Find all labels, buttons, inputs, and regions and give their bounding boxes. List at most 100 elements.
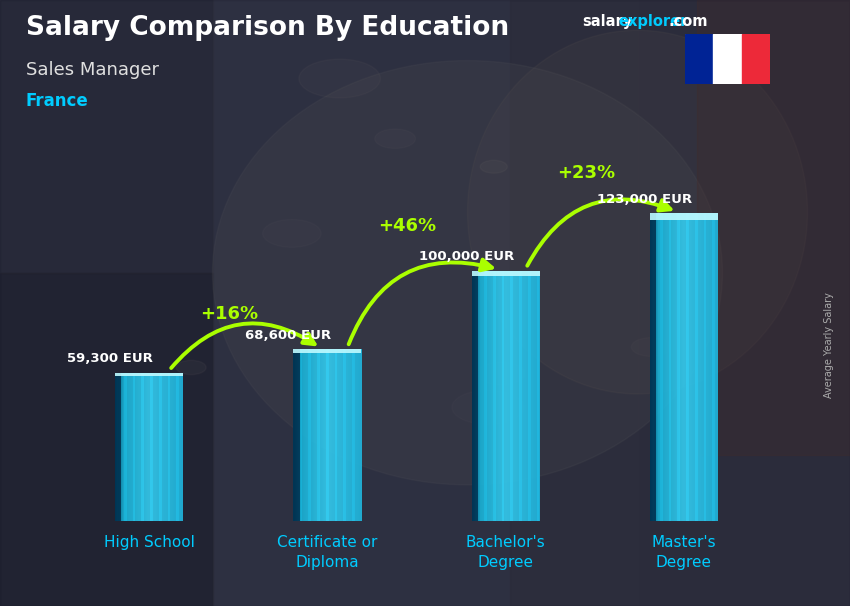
Bar	[174, 373, 175, 521]
Text: +16%: +16%	[201, 305, 258, 323]
Bar	[712, 213, 714, 521]
Bar	[145, 373, 147, 521]
Bar	[325, 349, 326, 521]
Bar	[350, 349, 351, 521]
Bar	[123, 373, 125, 521]
Bar	[538, 271, 540, 521]
Bar	[524, 271, 525, 521]
Bar	[508, 271, 509, 521]
Bar	[685, 213, 687, 521]
Bar	[709, 213, 711, 521]
Bar	[141, 373, 143, 521]
Bar	[702, 213, 704, 521]
Bar	[354, 349, 356, 521]
Bar	[302, 349, 303, 521]
Bar	[496, 271, 497, 521]
Bar	[716, 213, 717, 521]
Bar	[500, 271, 501, 521]
FancyArrowPatch shape	[348, 259, 492, 344]
Bar	[675, 213, 677, 521]
Bar	[324, 349, 326, 521]
Bar	[688, 213, 689, 521]
Bar	[127, 373, 128, 521]
Bar	[651, 213, 653, 521]
Bar	[706, 213, 707, 521]
Text: +46%: +46%	[378, 216, 437, 235]
Text: 100,000 EUR: 100,000 EUR	[419, 250, 514, 263]
Bar	[182, 373, 184, 521]
Bar	[175, 373, 177, 521]
Bar	[512, 271, 513, 521]
Text: France: France	[26, 92, 88, 110]
Bar	[117, 373, 119, 521]
Bar	[295, 349, 296, 521]
Bar	[351, 349, 353, 521]
Bar	[495, 271, 496, 521]
Bar	[650, 213, 717, 220]
Bar	[176, 373, 178, 521]
Bar	[340, 349, 341, 521]
Text: 68,600 EUR: 68,600 EUR	[245, 329, 332, 342]
Bar	[668, 213, 670, 521]
Bar	[181, 373, 182, 521]
Bar	[335, 349, 337, 521]
Bar	[701, 213, 702, 521]
Bar	[669, 213, 671, 521]
Bar	[118, 373, 120, 521]
Bar	[358, 349, 360, 521]
Bar	[692, 213, 694, 521]
Bar	[672, 213, 674, 521]
Bar	[299, 349, 301, 521]
Bar	[654, 213, 656, 521]
Ellipse shape	[480, 161, 507, 173]
Bar	[309, 349, 311, 521]
Bar	[528, 271, 530, 521]
Bar	[679, 213, 681, 521]
Bar	[659, 213, 660, 521]
Bar	[147, 373, 148, 521]
Bar	[483, 271, 484, 521]
Bar	[133, 373, 135, 521]
Bar	[149, 373, 150, 521]
Bar	[677, 213, 678, 521]
Bar	[330, 349, 332, 521]
Bar	[689, 213, 691, 521]
Bar	[162, 373, 163, 521]
Bar	[310, 349, 312, 521]
Bar	[693, 213, 694, 521]
Bar	[334, 349, 336, 521]
Bar	[695, 213, 697, 521]
Bar	[710, 213, 711, 521]
Bar	[674, 213, 675, 521]
Bar	[165, 373, 167, 521]
Bar	[516, 271, 518, 521]
Bar	[713, 213, 715, 521]
Bar	[672, 213, 673, 521]
Bar	[474, 271, 475, 521]
Bar	[473, 271, 474, 521]
Bar	[293, 349, 295, 521]
Bar	[509, 271, 511, 521]
Bar	[706, 213, 708, 521]
Bar	[157, 373, 158, 521]
Bar	[293, 349, 361, 353]
Bar	[312, 349, 313, 521]
Bar	[327, 349, 329, 521]
Bar	[125, 373, 127, 521]
Bar	[491, 271, 492, 521]
Bar	[138, 373, 139, 521]
Bar	[303, 349, 305, 521]
Bar	[137, 373, 139, 521]
Bar	[507, 271, 508, 521]
Bar	[490, 271, 491, 521]
Bar	[742, 34, 770, 84]
Ellipse shape	[468, 30, 808, 394]
Bar	[493, 271, 495, 521]
Bar	[715, 213, 716, 521]
Bar	[337, 349, 339, 521]
Bar	[496, 271, 498, 521]
Bar	[700, 213, 701, 521]
Ellipse shape	[212, 61, 722, 485]
Bar	[333, 349, 335, 521]
Bar	[161, 373, 162, 521]
